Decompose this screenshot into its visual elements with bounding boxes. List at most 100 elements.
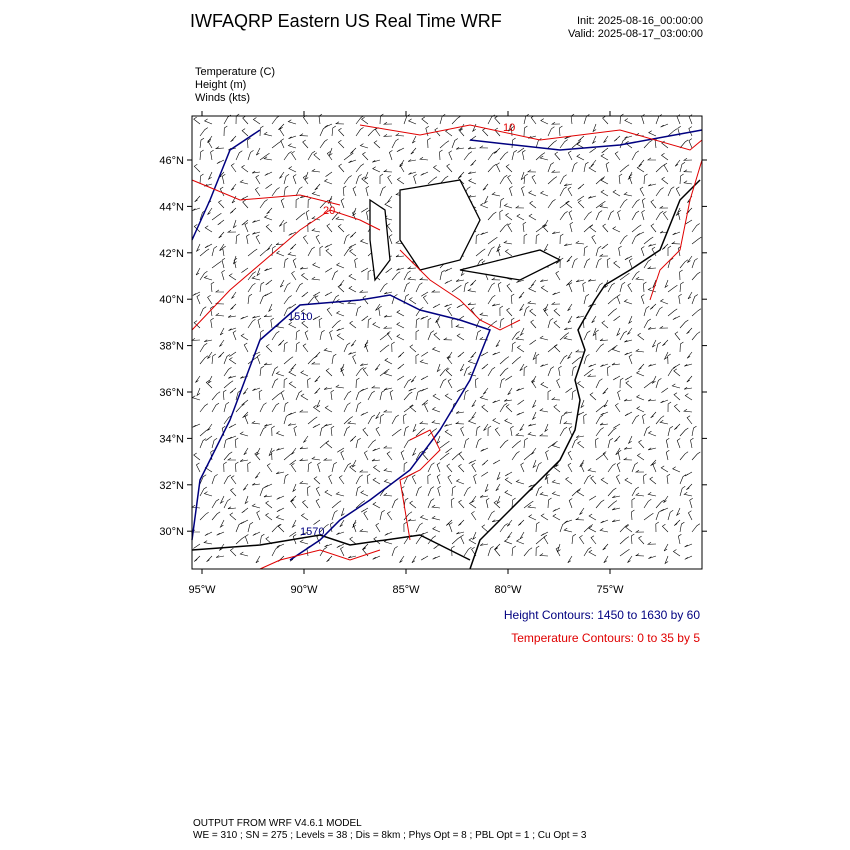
- wind-barb: [199, 271, 208, 281]
- wind-barb: [211, 511, 221, 521]
- wind-barb: [290, 499, 297, 509]
- wind-barb: [576, 154, 585, 161]
- lat-tick-label: 36°N: [159, 387, 184, 399]
- wind-barb: [319, 425, 325, 437]
- wind-barb: [391, 414, 399, 425]
- wind-barb: [295, 197, 300, 209]
- wind-barb: [617, 210, 621, 221]
- wind-barb: [658, 325, 669, 329]
- wind-barb: [451, 485, 456, 497]
- wind-barb: [567, 315, 573, 324]
- wind-barb: [323, 387, 333, 390]
- wind-barb: [397, 351, 405, 358]
- wind-barb: [603, 399, 609, 408]
- wind-barb: [375, 522, 381, 533]
- wind-barb: [228, 423, 237, 429]
- wind-barb: [545, 450, 549, 461]
- wind-barb: [223, 380, 234, 389]
- wind-barb: [672, 315, 681, 320]
- wind-barb: [302, 343, 309, 353]
- wind-barb: [491, 192, 501, 197]
- wind-barb: [667, 284, 678, 293]
- wind-barb: [227, 457, 236, 461]
- wind-barb: [240, 315, 249, 320]
- wind-barb: [336, 327, 345, 332]
- wind-barb: [295, 282, 303, 293]
- wind-barb: [487, 246, 495, 257]
- wind-barb: [271, 425, 275, 437]
- wind-barb: [590, 535, 597, 545]
- wind-barb: [219, 339, 225, 347]
- wind-barb: [505, 212, 513, 221]
- wind-barb: [635, 553, 645, 557]
- wind-barb: [455, 146, 465, 150]
- wind-barb: [319, 329, 325, 341]
- wind-barb: [289, 531, 297, 537]
- wind-barb: [436, 363, 441, 373]
- wind-barb: [595, 404, 606, 413]
- wind-barb: [223, 367, 232, 377]
- wind-barb: [312, 315, 321, 321]
- wind-barb: [666, 473, 671, 485]
- wind-barb: [343, 390, 352, 401]
- wind-barb: [631, 224, 642, 233]
- wind-barb: [362, 295, 369, 305]
- wind-barb: [507, 387, 513, 396]
- wind-barb: [683, 386, 693, 390]
- wind-barb: [640, 246, 645, 257]
- wind-barb: [577, 183, 585, 190]
- wind-barb: [350, 339, 357, 347]
- wind-barb: [199, 137, 205, 149]
- wind-barb: [329, 330, 333, 341]
- wind-barb: [252, 531, 261, 536]
- wind-barb: [468, 459, 477, 464]
- wind-barb: [251, 170, 261, 174]
- wind-barb: [415, 450, 424, 461]
- wind-barb: [312, 262, 321, 269]
- wind-barb: [265, 224, 273, 233]
- wind-barb: [268, 447, 273, 457]
- wind-barb: [607, 344, 618, 353]
- field-label: Temperature (C): [195, 66, 275, 78]
- wind-barb: [575, 435, 585, 438]
- wind-barb: [612, 189, 621, 197]
- wind-barb: [487, 151, 496, 161]
- wind-barb: [279, 127, 285, 137]
- wind-barb: [481, 524, 489, 533]
- wind-barb: [204, 225, 213, 233]
- wind-barb: [569, 222, 574, 233]
- lat-tick-label: 42°N: [159, 248, 184, 260]
- wind-barb: [215, 555, 225, 558]
- wind-barb: [367, 269, 372, 281]
- wind-barb: [432, 165, 441, 173]
- wind-barb: [661, 387, 669, 393]
- wind-barb: [300, 393, 309, 401]
- wind-barb: [362, 543, 369, 550]
- wind-barb: [571, 365, 577, 377]
- wind-barb: [427, 176, 438, 185]
- lat-tick-label: 40°N: [159, 294, 184, 306]
- wind-barb: [235, 461, 239, 473]
- wind-barb: [343, 152, 354, 161]
- wind-barb: [467, 302, 477, 306]
- wind-barb: [427, 486, 435, 497]
- wind-barb: [359, 469, 369, 473]
- wind-barb: [499, 367, 509, 377]
- lat-tick-label: 46°N: [159, 155, 184, 167]
- wind-barb: [343, 234, 350, 245]
- wind-barb: [510, 317, 515, 329]
- wind-barb: [403, 293, 410, 305]
- wind-barb: [499, 223, 509, 233]
- wind-barb: [643, 139, 653, 149]
- wind-barb: [539, 335, 549, 341]
- wind-barb: [325, 440, 333, 449]
- wind-barb: [219, 519, 225, 528]
- lon-tick-label: 90°W: [290, 584, 318, 596]
- wind-barb: [199, 306, 207, 317]
- wind-barb: [487, 366, 496, 377]
- wind-barb: [635, 394, 645, 401]
- wind-barb: [193, 164, 201, 173]
- wind-barb: [383, 493, 393, 497]
- wind-barb: [259, 153, 270, 161]
- wind-barb: [383, 479, 393, 485]
